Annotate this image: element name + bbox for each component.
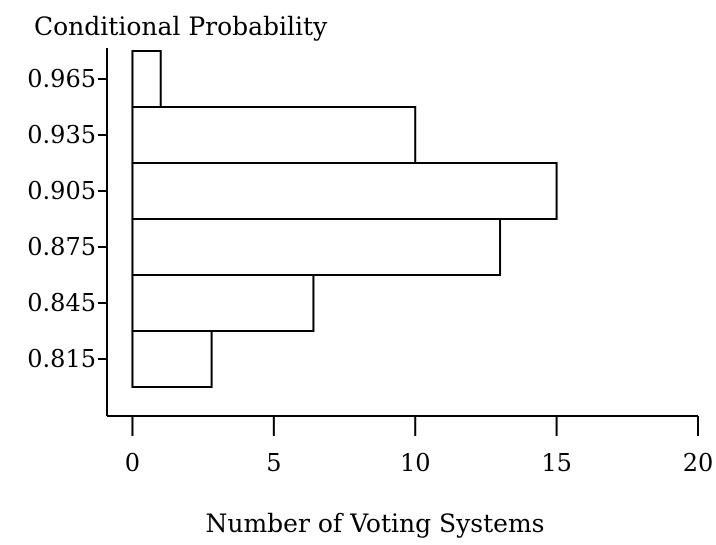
y-tick-label-0.845: 0.845 xyxy=(27,289,96,317)
y-tick-label-0.905: 0.905 xyxy=(27,177,96,205)
bar-0.815 xyxy=(131,330,213,388)
x-tick-label-15: 15 xyxy=(541,449,572,477)
y-tick-label-0.965: 0.965 xyxy=(27,65,96,93)
bars xyxy=(131,50,558,388)
x-tick-label-10: 10 xyxy=(400,449,431,477)
y-tick-label-0.935: 0.935 xyxy=(27,121,96,149)
y-axis: 0.965 0.935 0.905 0.875 0.845 0.815 xyxy=(27,48,108,416)
x-tick-label-0: 0 xyxy=(125,449,140,477)
x-tick-label-20: 20 xyxy=(683,449,714,477)
x-tick-label-5: 5 xyxy=(266,449,281,477)
y-tick-label-0.875: 0.875 xyxy=(27,233,96,261)
x-axis: 0 5 10 15 20 xyxy=(107,415,714,477)
chart-title: Conditional Probability xyxy=(34,12,328,41)
x-axis-label: Number of Voting Systems xyxy=(206,509,545,538)
y-tick-label-0.815: 0.815 xyxy=(27,345,96,373)
bar-0.935 xyxy=(131,106,417,164)
bar-0.965 xyxy=(131,50,162,108)
bar-0.845 xyxy=(131,274,315,332)
bar-0.905 xyxy=(131,162,558,220)
bar-0.875 xyxy=(131,218,502,276)
